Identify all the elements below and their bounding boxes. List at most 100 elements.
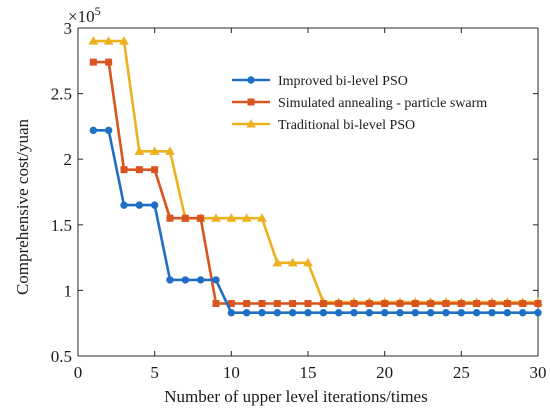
- data-point: [103, 36, 114, 45]
- data-point: [151, 166, 159, 174]
- legend-label: Traditional bi-level PSO: [278, 118, 415, 133]
- data-point: [134, 146, 145, 155]
- data-point: [396, 309, 404, 317]
- data-point: [243, 300, 251, 308]
- data-point: [426, 309, 435, 317]
- data-point: [165, 146, 175, 155]
- data-point: [120, 201, 128, 209]
- data-point: [166, 214, 174, 222]
- data-point: [380, 309, 389, 317]
- legend: Improved bi-level PSO Simulated annealing…: [232, 74, 487, 133]
- data-point: [473, 300, 481, 308]
- y-tick-label: 2.5: [51, 85, 72, 104]
- data-point: [166, 276, 174, 284]
- data-point: [442, 309, 450, 317]
- data-point: [396, 300, 404, 308]
- data-point: [287, 257, 298, 267]
- data-point: [303, 257, 313, 267]
- y-tick-label: 0.5: [51, 347, 72, 366]
- data-point: [304, 309, 312, 317]
- data-point: [242, 309, 251, 317]
- data-point: [181, 276, 190, 284]
- x-tick-label: 0: [74, 363, 83, 382]
- series-improved-bi-level-pso: [89, 126, 542, 317]
- legend-item-simulated-annealing-particle-swarm: Simulated annealing - particle swarm: [232, 96, 487, 111]
- data-point: [534, 309, 542, 317]
- data-point: [149, 146, 160, 155]
- axes: 0 5 10 15 20 25 30 0.5 1 1.5 2 2.5 3: [51, 19, 547, 382]
- data-point: [181, 214, 189, 222]
- data-point: [457, 309, 466, 317]
- data-point: [365, 300, 373, 308]
- data-point: [119, 36, 129, 45]
- data-point: [319, 309, 328, 317]
- data-point: [350, 309, 358, 317]
- data-point: [258, 309, 266, 317]
- data-point: [304, 300, 312, 308]
- legend-swatch-marker: [247, 76, 255, 84]
- data-point: [241, 213, 252, 222]
- data-point: [257, 213, 267, 222]
- data-point: [89, 58, 97, 66]
- data-point: [519, 300, 527, 308]
- data-point: [427, 300, 435, 308]
- legend-label: Improved bi-level PSO: [278, 74, 408, 89]
- data-point: [518, 309, 527, 317]
- data-point: [350, 300, 358, 308]
- x-tick-label: 25: [453, 363, 470, 382]
- data-point: [120, 166, 128, 174]
- data-point: [534, 300, 542, 308]
- y-tick-label: 3: [64, 19, 73, 38]
- data-point: [289, 300, 297, 308]
- data-point: [272, 257, 283, 267]
- x-axis-label: Number of upper level iterations/times: [164, 387, 427, 406]
- series-layer: [88, 36, 543, 317]
- data-point: [442, 300, 450, 308]
- data-point: [197, 214, 205, 222]
- data-point: [411, 309, 420, 317]
- y-multiplier-base: ×10: [68, 7, 95, 26]
- data-point: [226, 213, 237, 222]
- data-point: [334, 309, 343, 317]
- data-point: [488, 309, 496, 317]
- series-simulated-annealing-particle-swarm: [89, 58, 542, 308]
- data-point: [88, 36, 99, 45]
- data-point: [212, 276, 220, 284]
- data-point: [211, 213, 221, 222]
- data-point: [89, 126, 98, 135]
- y-multiplier: ×105: [68, 4, 101, 26]
- x-tick-label: 15: [300, 363, 317, 382]
- data-point: [273, 300, 281, 308]
- data-point: [288, 309, 297, 317]
- x-tick-label: 20: [376, 363, 393, 382]
- data-point: [227, 309, 236, 317]
- data-point: [457, 300, 465, 308]
- legend-label: Simulated annealing - particle swarm: [278, 96, 487, 111]
- data-point: [104, 126, 113, 135]
- legend-item-traditional-bi-level-pso: Traditional bi-level PSO: [232, 118, 415, 133]
- legend-swatch-marker: [247, 98, 255, 106]
- y-tick-label: 2: [64, 150, 73, 169]
- data-point: [258, 300, 266, 308]
- x-tick-label: 10: [223, 363, 240, 382]
- data-point: [319, 300, 327, 308]
- data-point: [150, 201, 159, 209]
- x-tick-label: 30: [530, 363, 547, 382]
- data-point: [411, 300, 419, 308]
- legend-item-improved-bi-level-pso: Improved bi-level PSO: [232, 74, 408, 89]
- data-point: [503, 309, 512, 317]
- data-point: [488, 300, 496, 308]
- y-axis-label: Comprehensive cost/yuan: [13, 118, 32, 295]
- data-point: [105, 58, 113, 66]
- y-tick-label: 1: [64, 281, 73, 300]
- data-point: [365, 309, 374, 317]
- data-point: [472, 309, 481, 317]
- data-point: [503, 300, 511, 308]
- data-point: [335, 300, 343, 308]
- data-point: [273, 309, 282, 317]
- y-multiplier-exponent: 5: [95, 4, 101, 18]
- data-point: [381, 300, 389, 308]
- x-tick-label: 5: [150, 363, 159, 382]
- y-tick-label: 1.5: [51, 216, 72, 235]
